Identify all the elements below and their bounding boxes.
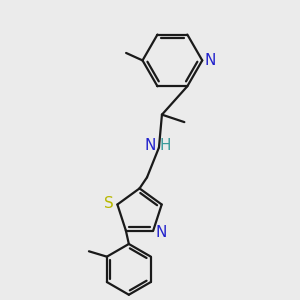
Text: H: H [160, 139, 171, 154]
Text: N: N [144, 139, 156, 154]
Text: S: S [103, 196, 113, 211]
Text: N: N [204, 53, 215, 68]
Text: N: N [156, 224, 167, 239]
